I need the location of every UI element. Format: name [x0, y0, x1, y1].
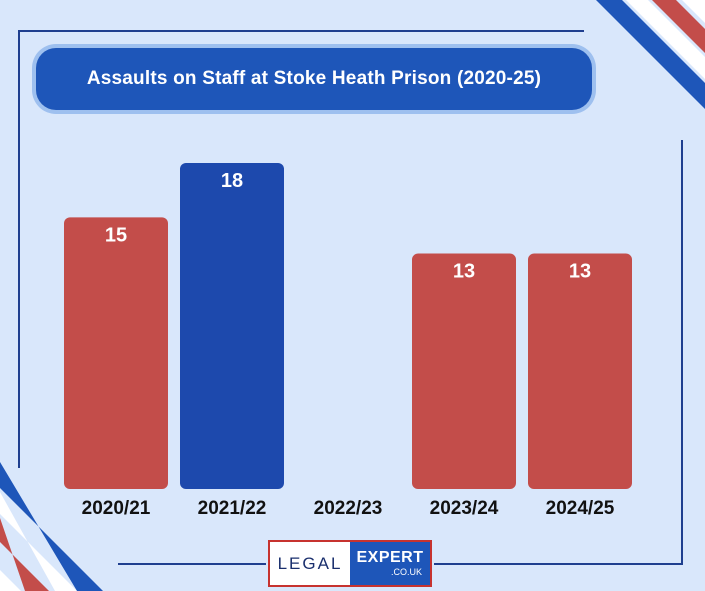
x-tick-label: 2023/24 [430, 498, 499, 519]
bar-2020-21 [64, 217, 168, 490]
frame-line-bottom-right [434, 563, 683, 565]
logo-right-text: EXPERT [356, 549, 424, 566]
legal-expert-logo: LEGAL EXPERT .CO.UK [268, 540, 432, 587]
frame-line-right [681, 140, 683, 564]
x-tick-label: 2020/21 [82, 498, 151, 519]
frame-line-bottom-left [118, 563, 266, 565]
x-tick-label: 2021/22 [198, 498, 267, 519]
bar-value-label: 18 [221, 170, 243, 192]
bar-value-label: 13 [569, 261, 591, 283]
bar-value-label: 15 [105, 224, 127, 246]
stripe-group-top-right [596, 0, 705, 109]
logo-right-block: EXPERT .CO.UK [350, 542, 430, 585]
x-tick-label: 2024/25 [546, 498, 615, 519]
bar-2023-24 [412, 253, 516, 489]
x-tick-label: 2022/23 [314, 498, 383, 519]
logo-left-text: LEGAL [277, 553, 343, 573]
bar-2021-22 [180, 163, 284, 489]
stripe-group-bottom-left [0, 462, 103, 591]
frame-line-top [18, 30, 584, 32]
logo-sub-text: .CO.UK [390, 567, 422, 577]
bar-value-label: 13 [453, 261, 475, 283]
frame-line-left [18, 30, 20, 468]
bar-2024-25 [528, 253, 632, 489]
chart-title: Assaults on Staff at Stoke Heath Prison … [36, 48, 592, 110]
